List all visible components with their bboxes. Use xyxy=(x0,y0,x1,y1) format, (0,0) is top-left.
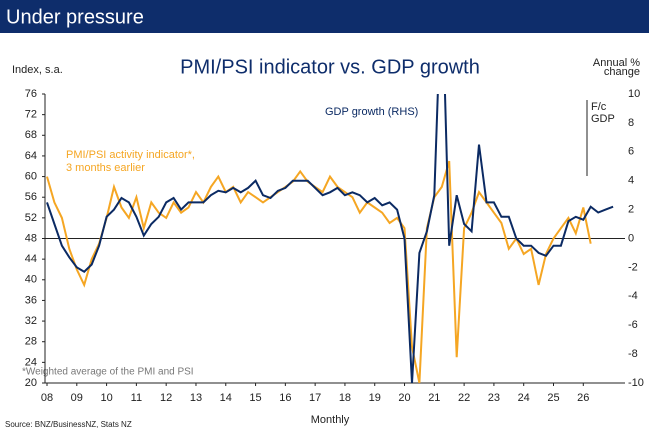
annotation: GDP xyxy=(591,113,615,125)
annotation: PMI/PSI activity indicator*, xyxy=(66,149,195,161)
annotation: F/c xyxy=(591,101,607,113)
y-tick-label: 48 xyxy=(25,232,37,244)
y2-tick-label: 0 xyxy=(628,232,634,244)
y-tick-label: 20 xyxy=(25,377,37,389)
x-tick-label: 12 xyxy=(160,392,172,404)
y2-tick-label: -10 xyxy=(628,377,644,389)
x-tick-label: 16 xyxy=(279,392,291,404)
y2-tick-label: 6 xyxy=(628,146,634,158)
y-tick-label: 76 xyxy=(25,88,37,100)
x-tick-label: 14 xyxy=(220,392,232,404)
y-tick-label: 24 xyxy=(25,356,37,368)
x-tick-label: 17 xyxy=(309,392,321,404)
y-tick-label: 72 xyxy=(25,109,37,121)
x-tick-label: 18 xyxy=(339,392,351,404)
x-tick-label: 08 xyxy=(41,392,53,404)
x-tick-label: 20 xyxy=(398,392,410,404)
y2-tick-label: -8 xyxy=(628,348,638,360)
series-line xyxy=(46,94,614,383)
annotation: GDP growth (RHS) xyxy=(325,106,418,118)
y2-tick-label: -4 xyxy=(628,290,638,302)
x-tick-label: 10 xyxy=(100,392,112,404)
y-tick-label: 36 xyxy=(25,294,37,306)
x-tick-label: 15 xyxy=(249,392,261,404)
x-tick-label: 25 xyxy=(547,392,559,404)
chart-title: PMI/PSI indicator vs. GDP growth xyxy=(180,56,480,78)
footnote: *Weighted average of the PMI and PSI xyxy=(22,367,194,378)
x-axis-label: Monthly xyxy=(311,414,350,426)
y-tick-label: 56 xyxy=(25,191,37,203)
y-tick-label: 52 xyxy=(25,212,37,224)
y2-tick-label: 2 xyxy=(628,204,634,216)
annotation: 3 months earlier xyxy=(66,162,145,174)
x-tick-label: 09 xyxy=(71,392,83,404)
y2-axis-label: Annual % xyxy=(593,57,640,69)
x-tick-label: 22 xyxy=(458,392,470,404)
y-tick-label: 64 xyxy=(25,150,37,162)
y-tick-label: 60 xyxy=(25,170,37,182)
y-tick-label: 68 xyxy=(25,129,37,141)
source: Source: BNZ/BusinessNZ, Stats NZ xyxy=(5,420,132,429)
header-bar xyxy=(0,0,649,33)
y2-tick-label: 4 xyxy=(628,175,634,187)
x-tick-label: 13 xyxy=(190,392,202,404)
y2-tick-label: 8 xyxy=(628,117,634,129)
y-tick-label: 28 xyxy=(25,336,37,348)
y2-tick-label: 10 xyxy=(628,88,640,100)
y2-tick-label: -6 xyxy=(628,319,638,331)
y-tick-label: 32 xyxy=(25,315,37,327)
y2-tick-label: -2 xyxy=(628,261,638,273)
y-axis-label: Index, s.a. xyxy=(12,64,63,76)
x-tick-label: 11 xyxy=(131,392,142,404)
y-tick-label: 40 xyxy=(25,274,37,286)
x-tick-label: 23 xyxy=(488,392,500,404)
header-title: Under pressure xyxy=(6,6,144,28)
x-tick-label: 26 xyxy=(577,392,589,404)
x-tick-label: 21 xyxy=(428,392,440,404)
y-tick-label: 44 xyxy=(25,253,37,265)
y2-axis-label: change xyxy=(604,66,640,78)
x-tick-label: 19 xyxy=(369,392,381,404)
series-line xyxy=(46,160,592,383)
x-tick-label: 24 xyxy=(518,392,530,404)
